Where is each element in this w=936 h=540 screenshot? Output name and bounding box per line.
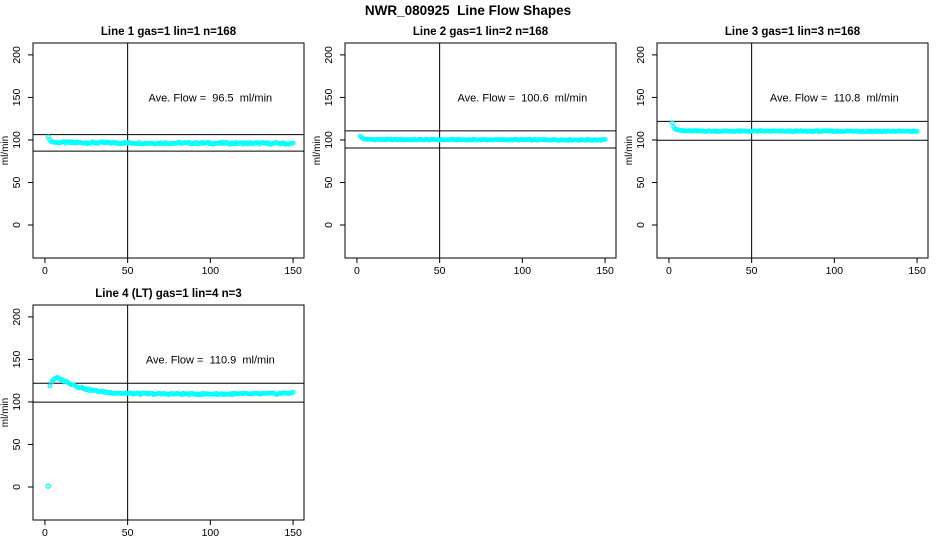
x-tick-label: 50 xyxy=(122,265,134,277)
x-tick-label: 100 xyxy=(202,265,220,277)
x-tick-label: 0 xyxy=(42,527,48,539)
data-point xyxy=(290,140,296,146)
panel-title: Line 4 (LT) gas=1 lin=4 n=3 xyxy=(95,288,241,300)
x-tick-label: 150 xyxy=(908,265,926,277)
outlier-point xyxy=(45,483,51,489)
y-tick-label: 100 xyxy=(11,131,23,149)
x-tick-label: 50 xyxy=(122,527,134,539)
y-tick-label: 200 xyxy=(11,308,23,326)
y-tick-label: 50 xyxy=(11,438,23,450)
y-tick-label: 0 xyxy=(11,222,23,228)
y-tick-label: 50 xyxy=(11,176,23,188)
data-point xyxy=(914,128,920,134)
x-tick-label: 50 xyxy=(746,265,758,277)
panel-line-2: Line 2 gas=1 lin=2 n=168 0 50 100 150 0 50 100 1… xyxy=(312,18,624,280)
plot-box xyxy=(656,42,929,259)
x-tick-label: 150 xyxy=(284,527,302,539)
panel-line-1: Line 1 gas=1 lin=1 n=168 0 50 100 150 0 50 100 1… xyxy=(0,18,312,280)
x-tick-label: 0 xyxy=(666,265,672,277)
x-tick-label: 0 xyxy=(42,265,48,277)
y-tick-label: 0 xyxy=(323,222,335,228)
y-axis-unit-label: ml/min xyxy=(624,136,635,165)
y-tick-label: 100 xyxy=(11,393,23,411)
panel-2-plot: Line 2 gas=1 lin=2 n=168 0 50 100 150 0 50 100 1… xyxy=(312,26,617,277)
y-axis-unit-label: ml/min xyxy=(312,136,323,165)
panel-title: Line 1 gas=1 lin=1 n=168 xyxy=(101,26,237,38)
panel-line-3: Line 3 gas=1 lin=3 n=168 0 50 100 150 0 50 100 1… xyxy=(624,18,936,280)
ave-flow-annotation: Ave. Flow = 96.5 ml/min xyxy=(149,92,273,104)
data-point xyxy=(602,136,608,142)
y-tick-label: 150 xyxy=(11,351,23,369)
x-tick-label: 100 xyxy=(826,265,844,277)
panel-line-4-lt: Line 4 (LT) gas=1 lin=4 n=3 0 50 100 150 0 50 1… xyxy=(0,280,312,540)
ave-flow-annotation: Ave. Flow = 100.6 ml/min xyxy=(457,92,587,104)
y-tick-label: 0 xyxy=(11,484,23,490)
y-tick-label: 150 xyxy=(11,89,23,107)
x-tick-label: 100 xyxy=(202,527,220,539)
panel-3-plot: Line 3 gas=1 lin=3 n=168 0 50 100 150 0 50 100 1… xyxy=(624,26,929,277)
x-tick-label: 100 xyxy=(514,265,532,277)
y-axis-unit-label: ml/min xyxy=(0,398,11,427)
y-tick-label: 50 xyxy=(323,176,335,188)
y-tick-label: 200 xyxy=(635,46,647,64)
plot-box xyxy=(32,304,305,521)
y-axis-unit-label: ml/min xyxy=(0,136,11,165)
y-tick-label: 200 xyxy=(323,46,335,64)
panel-1-plot: Line 1 gas=1 lin=1 n=168 0 50 100 150 0 50 100 1… xyxy=(0,26,305,277)
data-point xyxy=(669,120,675,126)
panel-4-plot: Line 4 (LT) gas=1 lin=4 n=3 0 50 100 150 0 50 1… xyxy=(0,288,305,539)
y-tick-label: 50 xyxy=(635,176,647,188)
x-tick-label: 50 xyxy=(434,265,446,277)
x-tick-label: 150 xyxy=(284,265,302,277)
plot-box xyxy=(344,42,617,259)
ave-flow-annotation: Ave. Flow = 110.9 ml/min xyxy=(146,354,275,366)
panel-title: Line 3 gas=1 lin=3 n=168 xyxy=(725,26,861,38)
x-tick-label: 150 xyxy=(596,265,614,277)
panel-title: Line 2 gas=1 lin=2 n=168 xyxy=(413,26,549,38)
y-tick-label: 0 xyxy=(635,222,647,228)
y-tick-label: 100 xyxy=(635,131,647,149)
data-point xyxy=(290,389,296,395)
y-tick-label: 150 xyxy=(635,89,647,107)
ave-flow-annotation: Ave. Flow = 110.8 ml/min xyxy=(770,92,899,104)
x-tick-label: 0 xyxy=(354,265,360,277)
y-tick-label: 150 xyxy=(323,89,335,107)
y-tick-label: 100 xyxy=(323,131,335,149)
y-tick-label: 200 xyxy=(11,46,23,64)
main-title: NWR_080925 Line Flow Shapes xyxy=(364,3,572,18)
plot-box xyxy=(32,42,305,259)
